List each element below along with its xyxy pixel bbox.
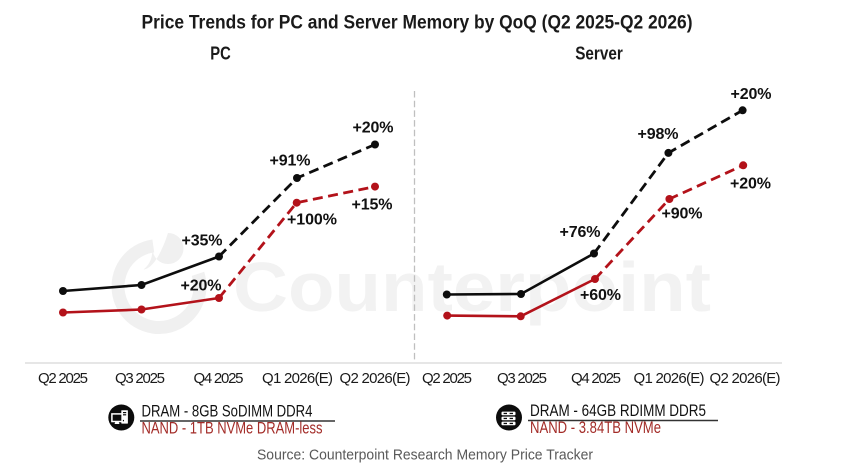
svg-text:+100%: +100% [287,212,337,229]
svg-text:+90%: +90% [662,206,703,223]
svg-text:+20%: +20% [181,278,222,295]
svg-text:+20%: +20% [731,86,772,103]
svg-text:Q2 2025: Q2 2025 [38,370,88,387]
svg-text:Q3 2025: Q3 2025 [115,370,165,387]
svg-text:Q1 2026(E): Q1 2026(E) [634,370,705,387]
svg-text:Q1 2026(E): Q1 2026(E) [262,370,333,387]
svg-text:Q3 2025: Q3 2025 [497,370,547,387]
svg-text:Q4 2025: Q4 2025 [194,370,244,387]
svg-text:DRAM - 8GB SoDIMM DDR4: DRAM - 8GB SoDIMM DDR4 [142,402,313,421]
svg-text:+20%: +20% [353,120,394,137]
svg-text:+98%: +98% [638,126,679,143]
svg-text:+35%: +35% [182,233,223,250]
svg-text:Q2 2025: Q2 2025 [422,370,472,387]
svg-text:Server: Server [575,42,623,63]
svg-text:PC: PC [210,42,231,63]
svg-text:Source: Counterpoint Research: Source: Counterpoint Research Memory Pri… [257,448,593,464]
svg-text:+15%: +15% [352,197,393,214]
svg-text:Q2 2026(E): Q2 2026(E) [340,370,411,387]
svg-text:+91%: +91% [270,153,311,170]
svg-text:Counterpoint: Counterpoint [233,248,711,326]
svg-text:Price Trends for PC and Server: Price Trends for PC and Server Memory by… [142,13,693,34]
svg-text:+76%: +76% [560,224,601,241]
svg-text:NAND - 1TB NVMe DRAM-less: NAND - 1TB NVMe DRAM-less [142,419,323,438]
svg-text:Q2 2026(E): Q2 2026(E) [710,370,781,387]
svg-text:+60%: +60% [580,287,621,304]
svg-text:DRAM - 64GB RDIMM DDR5: DRAM - 64GB RDIMM DDR5 [530,401,706,420]
svg-text:+20%: +20% [730,176,771,193]
svg-text:Q4 2025: Q4 2025 [571,370,621,387]
svg-text:NAND - 3.84TB NVMe: NAND - 3.84TB NVMe [530,418,661,437]
